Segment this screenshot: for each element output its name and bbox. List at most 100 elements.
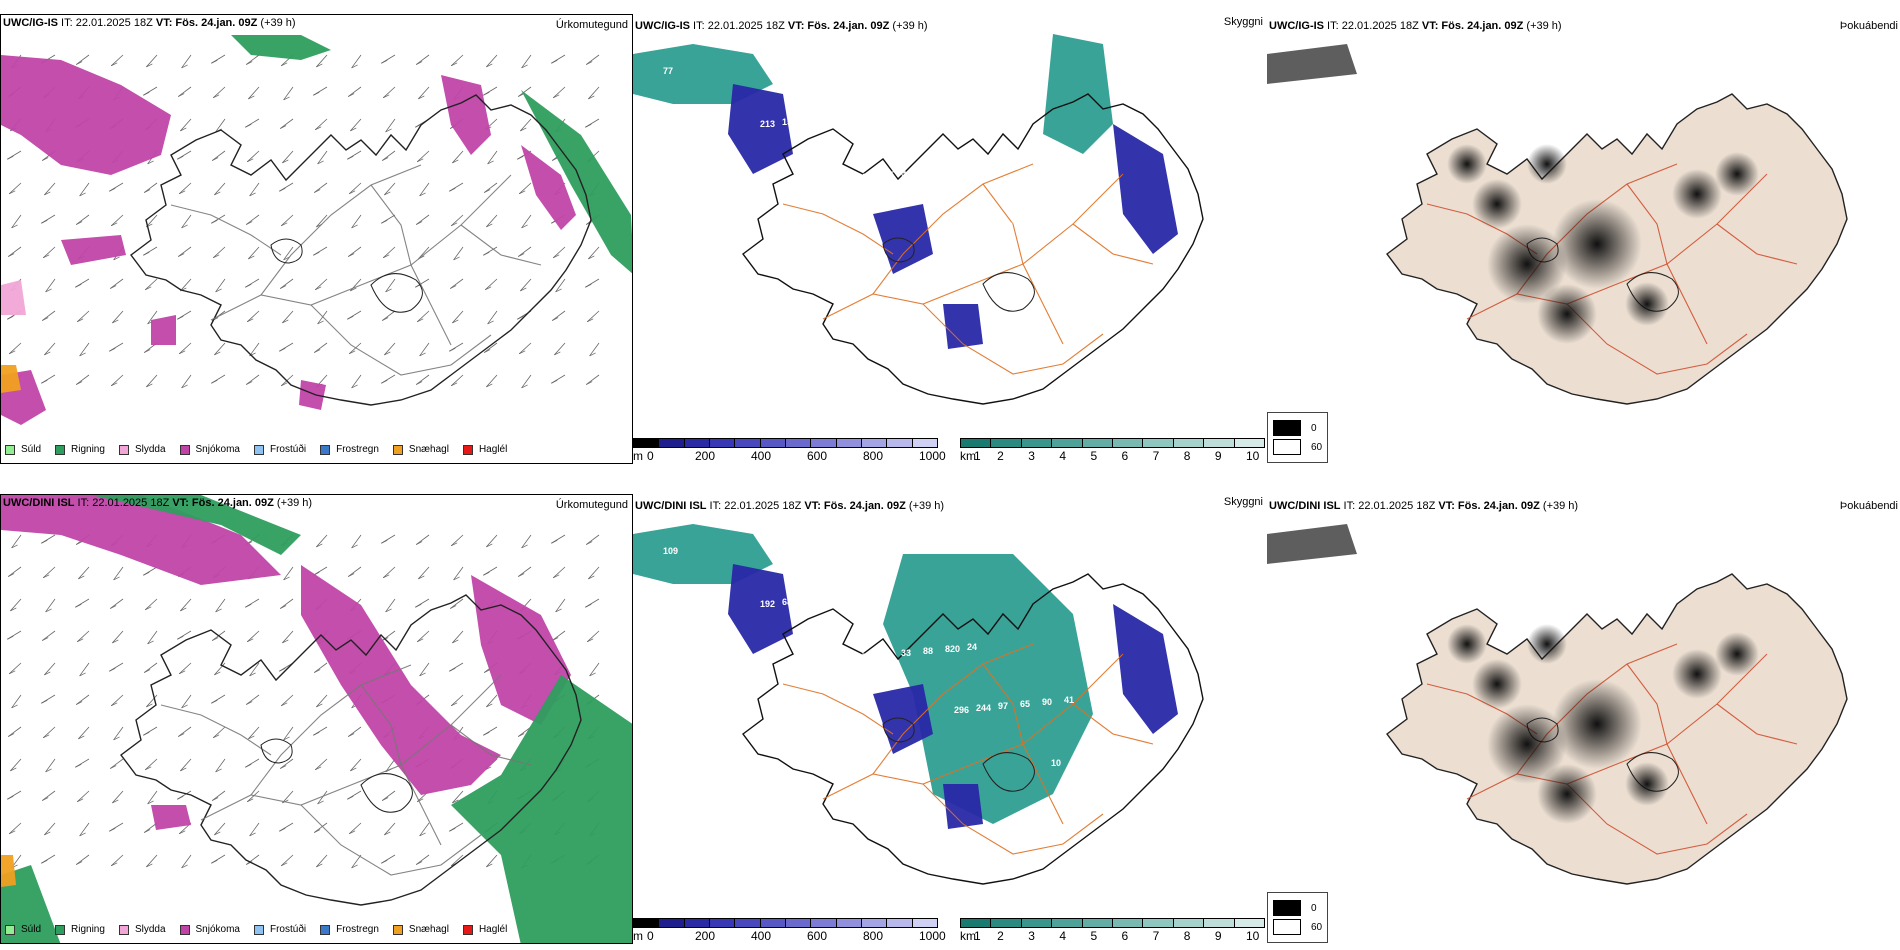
wind-barb-flag: [177, 795, 184, 800]
wind-barb-flag: [144, 189, 151, 193]
wind-barb-flag: [349, 830, 356, 835]
wind-barb: [79, 342, 90, 357]
wind-barb: [415, 214, 430, 225]
wind-barb-flag: [349, 190, 356, 195]
wind-barb: [452, 630, 464, 644]
road-line: [782, 683, 894, 735]
wind-barb-flag: [11, 704, 18, 709]
snow-area: [521, 145, 576, 230]
wind-barb: [214, 662, 226, 676]
wind-barb-flag: [553, 254, 560, 259]
wind-barb: [385, 758, 396, 773]
graupel-area: [1, 365, 21, 393]
wind-barb-flag: [214, 191, 221, 196]
wind-barb-flag: [8, 573, 15, 577]
fog-legend-swatch: [1273, 439, 1301, 455]
legend-swatch: [392, 444, 403, 455]
wind-barb-flag: [144, 829, 151, 833]
header-bottom-precip: UWC/DINI ISL IT: 22.01.2025 18Z VT: Fös.…: [3, 497, 313, 509]
wind-barb: [78, 566, 90, 580]
wind-barb-flag: [483, 571, 490, 576]
legend-swatch: [118, 444, 129, 455]
wind-barb-flag: [416, 221, 423, 225]
wind-barb: [381, 630, 396, 641]
colorbar-tick: 800: [863, 449, 884, 463]
wind-barb-flag: [248, 735, 255, 740]
rain-area: [451, 675, 632, 943]
wind-barb-flag: [483, 91, 490, 96]
wind-barb: [415, 534, 430, 545]
wind-barb-flag: [179, 190, 186, 195]
wind-barb-flag: [551, 59, 558, 64]
wind-barb-flag: [109, 827, 116, 832]
precip-legend-item: Slydda: [118, 924, 166, 935]
cloud-base-label: 33: [901, 648, 911, 658]
wind-barb: [180, 758, 192, 772]
wind-barb-flag: [147, 640, 154, 645]
wind-barb: [280, 854, 294, 867]
colorbar-strip: [960, 438, 1265, 448]
fog-legend-label: 60: [1311, 441, 1323, 453]
wind-barb: [313, 182, 328, 193]
wind-barb-flag: [351, 64, 358, 69]
cloud-base-label: 47: [879, 650, 889, 660]
wind-barb-flag: [212, 637, 219, 641]
colorbar-tick: 0: [647, 929, 654, 943]
fog-legend-bottom: 0 60: [1267, 892, 1329, 943]
wind-barb: [384, 182, 396, 196]
wind-barb-flag: [143, 91, 150, 96]
wind-barb: [585, 374, 600, 385]
wind-barb-flag: [245, 603, 252, 608]
wind-barb-flag: [451, 62, 458, 67]
wind-barb: [112, 310, 124, 324]
wind-barb: [316, 854, 328, 868]
glacier-outline: [370, 273, 423, 313]
wind-barb: [144, 278, 158, 291]
wind-barb-flag: [521, 384, 528, 389]
wind-barb: [351, 54, 362, 69]
wind-barb-flag: [585, 283, 592, 288]
legend-swatch: [253, 444, 264, 455]
wind-barb-flag: [518, 573, 525, 577]
colorbar-tick: 1: [974, 929, 981, 943]
road-line: [1566, 783, 1748, 855]
wind-barb-flag: [416, 61, 423, 65]
glacier-outline: [982, 272, 1035, 312]
wind-barb-flag: [42, 317, 49, 321]
wind-barb: [146, 694, 158, 708]
wind-barb: [347, 246, 362, 257]
cloud-base-label: 216: [804, 595, 819, 605]
wind-barb: [351, 534, 362, 549]
fog-index-map-bottom: UWC/DINI ISL IT: 22.01.2025 18Z VT: Fös.…: [1267, 494, 1900, 944]
wind-barb-flag: [521, 544, 528, 549]
wind-barb: [76, 790, 90, 803]
cloud-base-label: 45: [1117, 272, 1127, 282]
wind-barb-flag: [382, 797, 389, 801]
wind-barb-flag: [484, 189, 491, 193]
snow-area: [299, 380, 326, 410]
wind-barb: [317, 150, 328, 165]
cloud-base-label: 156: [729, 860, 744, 870]
wind-barb: [42, 246, 56, 259]
fog-legend-item: 0: [1273, 420, 1322, 436]
colorbar-cell: [836, 439, 862, 447]
wind-barb-flag: [316, 703, 323, 708]
wind-barb: [8, 822, 22, 835]
wind-barb-flag: [178, 93, 185, 97]
wind-barb: [109, 278, 124, 289]
wind-barb-flag: [383, 94, 390, 99]
wind-barb-flag: [211, 859, 218, 864]
wind-barb: [517, 246, 532, 257]
visibility-colorbar-top: 1 2 3 4 5 6 7 8 9 10 km: [960, 438, 1265, 463]
colorbar-tick: 200: [695, 929, 716, 943]
fog-index-spot: [1472, 179, 1522, 229]
cloud-base-label: 228: [954, 225, 969, 235]
title-precip-bottom: Úrkomutegund: [555, 499, 628, 511]
wind-barb: [109, 598, 124, 609]
wind-barb-flag: [7, 795, 14, 800]
wind-barb-flag: [249, 192, 256, 197]
wind-barb: [215, 758, 226, 773]
colorbar-tick: 10: [1246, 449, 1260, 463]
colorbar-tick: 3: [1028, 929, 1035, 943]
wind-barb-flag: [44, 351, 51, 356]
